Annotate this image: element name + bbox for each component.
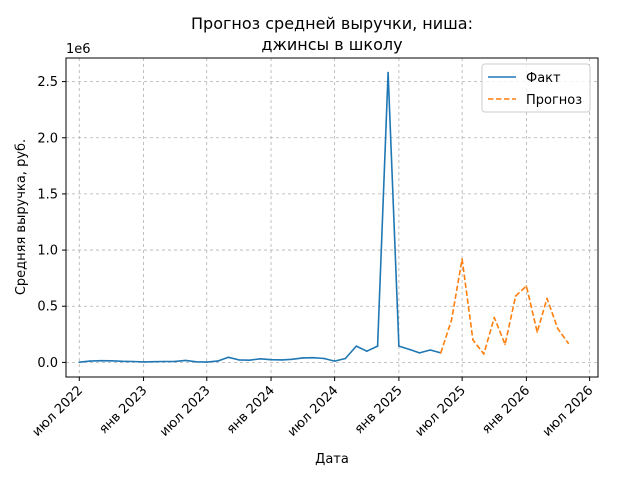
data-point [174,360,176,363]
data-point [216,360,219,362]
data-point [153,360,156,363]
data-point [323,357,325,360]
y-axis-label: Средняя выручка, руб. [14,139,29,295]
data-point [355,345,358,347]
data-point [163,360,165,363]
data-point [121,360,123,363]
y-tick-label: 1.0 [37,244,58,259]
x-axis-ticks: июл 2022 янв 2023 июл 2023 янв 2024 июл 2024… [30,377,597,440]
x-tick-label: янв 2025 [352,383,406,437]
x-tick-label: янв 2024 [224,383,278,437]
data-point [567,342,570,345]
data-point [270,358,272,361]
x-tick-label: янв 2026 [479,383,533,437]
data-point [238,359,240,361]
data-point [525,285,528,287]
data-point [483,353,485,355]
legend-box [481,63,591,113]
legend: Факт Прогноз [481,63,591,113]
x-tick-label: июл 2025 [412,383,469,440]
y-tick-label: 1.5 [37,187,58,202]
data-point [557,327,559,330]
data-point [291,358,293,361]
data-point [472,339,474,341]
y-axis-ticks: 0.0 0.5 1.0 1.5 2.0 2.5 [37,75,66,371]
x-tick-label: июл 2026 [540,383,597,440]
data-point [387,71,389,74]
x-tick-label: янв 2023 [96,383,150,437]
x-tick-label: июл 2022 [30,383,87,440]
data-point [206,361,208,363]
data-point [302,357,304,359]
data-point [131,360,134,363]
data-point [195,361,198,363]
data-point [100,359,102,362]
data-point [248,359,251,362]
data-point [184,359,187,362]
y-axis-offset-label: 1e6 [66,42,91,57]
data-point [227,356,230,359]
series-line-fact [79,71,442,363]
x-tick-label: июл 2024 [285,383,342,440]
data-point [429,349,432,351]
data-point [376,345,379,347]
x-axis-label: Дата [315,452,349,467]
plot-frame [65,57,599,378]
legend-label-fact: Факт [526,71,561,86]
legend-label-forecast: Прогноз [526,93,582,108]
data-point [461,258,463,260]
data-point [366,350,368,353]
data-point [493,316,496,319]
data-point [440,352,442,354]
data-point [504,343,506,346]
y-tick-label: 2.5 [37,75,58,90]
grid [66,58,598,377]
data-point [398,345,400,347]
data-point [89,360,91,362]
data-point [110,360,113,362]
y-tick-label: 0.5 [37,300,58,315]
data-point [259,358,262,360]
chart-title-line2: джинсы в школу [261,35,402,54]
chart-title-line1: Прогноз средней выручки, ниша: [191,14,473,33]
data-point [344,357,347,360]
x-tick-label: июл 2023 [157,383,214,440]
y-tick-label: 2.0 [37,131,58,146]
data-point [333,360,336,362]
data-point [281,359,283,361]
data-point [418,352,421,354]
data-point [312,356,315,359]
y-tick-label: 0.0 [37,356,58,371]
data-point [78,361,81,364]
data-point [546,297,548,300]
data-point [408,348,411,351]
data-point [514,295,517,297]
data-point [450,318,453,321]
series-lines [78,71,570,364]
data-point [142,361,145,363]
data-point [536,331,538,333]
